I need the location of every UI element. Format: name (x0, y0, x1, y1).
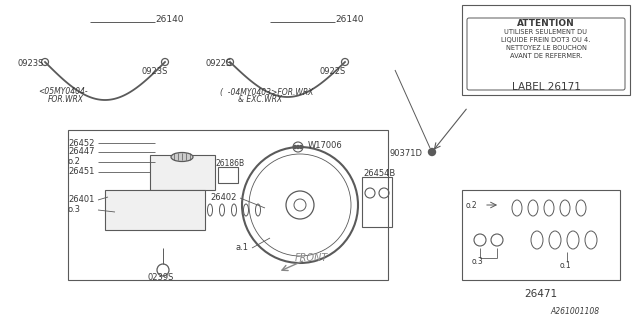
Circle shape (296, 146, 300, 148)
Text: FOR.WRX: FOR.WRX (48, 95, 84, 105)
Text: a.1: a.1 (235, 244, 248, 252)
Text: 26471: 26471 (524, 289, 557, 299)
Bar (362, 177, 392, 227)
Text: 0239S: 0239S (148, 274, 174, 283)
Bar (462, 5, 630, 95)
Text: (  -04MY0403>FOR.WRX: ( -04MY0403>FOR.WRX (220, 87, 314, 97)
Text: 26140: 26140 (155, 15, 184, 25)
Text: 26447: 26447 (68, 148, 95, 156)
Text: 26140: 26140 (335, 15, 364, 25)
Text: 26402: 26402 (210, 194, 236, 203)
Text: <05MY0404-: <05MY0404- (38, 87, 88, 97)
Bar (218, 167, 238, 183)
Text: 26451: 26451 (68, 167, 94, 177)
Text: 26452: 26452 (68, 139, 94, 148)
Text: 0923S: 0923S (18, 60, 44, 68)
Bar (105, 190, 205, 230)
Text: o.3: o.3 (472, 258, 484, 267)
Text: 90371D: 90371D (390, 148, 423, 157)
Ellipse shape (171, 153, 193, 162)
Bar (68, 130, 388, 280)
Text: LABEL 26171: LABEL 26171 (511, 82, 580, 92)
Text: NETTOYEZ LE BOUCHON: NETTOYEZ LE BOUCHON (506, 45, 586, 51)
Text: 26186B: 26186B (215, 158, 244, 167)
Text: 0922S: 0922S (205, 60, 231, 68)
Text: o.2: o.2 (68, 157, 81, 166)
Circle shape (429, 148, 435, 156)
Text: FRONT: FRONT (295, 253, 328, 263)
Text: o.1: o.1 (560, 260, 572, 269)
Text: W17006: W17006 (308, 140, 343, 149)
Text: & EXC.WRX: & EXC.WRX (238, 95, 282, 105)
Circle shape (294, 146, 296, 148)
Text: 26454B: 26454B (363, 170, 396, 179)
Text: o.2: o.2 (466, 201, 477, 210)
Text: ATTENTION: ATTENTION (517, 19, 575, 28)
Text: UTILISER SEULEMENT DU: UTILISER SEULEMENT DU (504, 29, 588, 35)
Text: LIQUIDE FREIN DOT3 OU 4.: LIQUIDE FREIN DOT3 OU 4. (501, 37, 591, 43)
Text: AVANT DE REFERMER.: AVANT DE REFERMER. (509, 53, 582, 59)
Text: 0922S: 0922S (320, 68, 346, 76)
Text: A261001108: A261001108 (551, 308, 600, 316)
Text: 26401: 26401 (68, 196, 94, 204)
Bar (150, 155, 215, 190)
Circle shape (300, 146, 303, 148)
Text: o.3: o.3 (68, 205, 81, 214)
Text: 0923S: 0923S (142, 68, 168, 76)
Bar (462, 190, 620, 280)
